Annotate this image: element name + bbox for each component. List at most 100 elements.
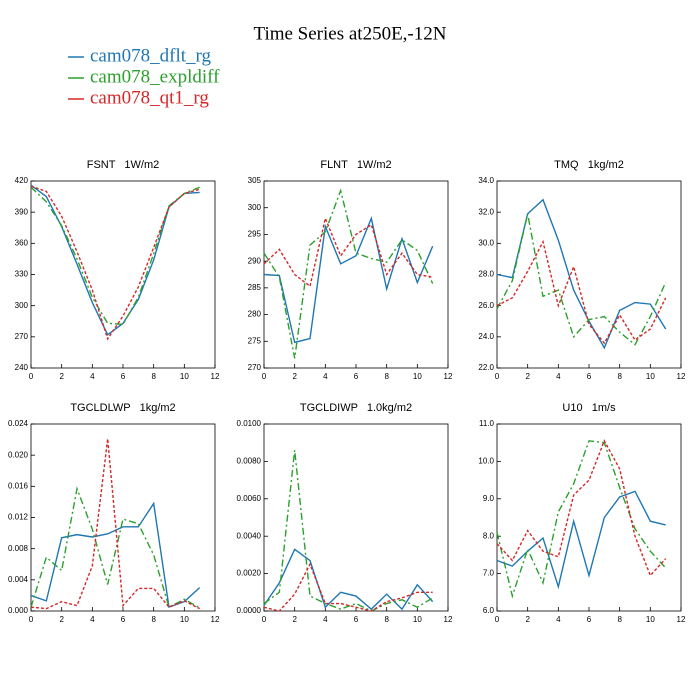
series-line: [496, 198, 667, 350]
x-tick-label: 6: [354, 372, 359, 381]
plot-frame: [496, 423, 682, 612]
x-tick-label: 12: [444, 372, 453, 381]
plot-frame: [30, 180, 216, 369]
y-tick-label: 305: [248, 176, 262, 185]
x-tick-label: 2: [59, 615, 64, 624]
y-tick-label: 0.0080: [237, 457, 262, 466]
series-line: [30, 438, 200, 610]
series-line: [496, 439, 667, 577]
plot-frame: [496, 180, 682, 369]
x-tick-label: 8: [151, 615, 156, 624]
x-tick-label: 8: [384, 372, 389, 381]
x-tick-label: 10: [646, 372, 655, 381]
plot-title: TGCLDIWP 1.0kg/m2: [300, 402, 412, 414]
y-tick-label: 0.0000: [237, 606, 262, 615]
y-tick-label: 330: [15, 270, 29, 279]
x-tick-label: 4: [90, 372, 95, 381]
x-tick-label: 12: [211, 615, 220, 624]
plot-frame: [263, 423, 449, 612]
series-line: [496, 490, 666, 590]
series-line: [263, 548, 434, 611]
x-tick-label: 8: [617, 615, 622, 624]
series-line: [263, 216, 433, 288]
x-tick-label: 12: [211, 372, 220, 381]
x-tick-label: 0: [495, 372, 500, 381]
y-tick-label: 275: [248, 336, 262, 345]
x-tick-label: 8: [151, 372, 156, 381]
y-tick-label: 240: [15, 363, 29, 372]
x-tick-label: 6: [587, 372, 592, 381]
x-tick-label: 4: [556, 615, 561, 624]
y-tick-label: 34.0: [478, 176, 494, 185]
y-tick-label: 11.0: [479, 419, 495, 428]
y-tick-label: 420: [15, 176, 29, 185]
x-tick-label: 0: [262, 615, 267, 624]
y-tick-label: 270: [15, 332, 29, 341]
legend-label: cam078_qt1_rg: [90, 87, 209, 108]
x-tick-label: 4: [323, 372, 328, 381]
figure-title: Time Series at250E,-12N: [254, 23, 447, 44]
x-tick-label: 6: [354, 615, 359, 624]
x-tick-label: 10: [180, 615, 189, 624]
y-tick-label: 280: [248, 310, 262, 319]
x-tick-label: 4: [323, 615, 328, 624]
x-tick-label: 6: [587, 615, 592, 624]
plot-frame: [30, 423, 216, 612]
x-tick-label: 0: [262, 372, 267, 381]
y-tick-label: 24.0: [478, 332, 494, 341]
series-line: [496, 239, 667, 345]
y-tick-label: 270: [248, 363, 262, 372]
x-tick-label: 0: [29, 615, 34, 624]
y-tick-label: 300: [248, 203, 262, 212]
y-tick-label: 300: [15, 301, 29, 310]
x-tick-label: 4: [90, 615, 95, 624]
x-tick-label: 2: [525, 615, 530, 624]
x-tick-label: 6: [121, 615, 126, 624]
series-line: [263, 562, 433, 612]
y-tick-label: 0.024: [8, 419, 29, 428]
series-line: [496, 213, 667, 346]
y-tick-label: 30.0: [478, 238, 494, 247]
y-tick-label: 295: [248, 230, 262, 239]
y-tick-label: 360: [15, 238, 29, 247]
y-tick-label: 8.0: [483, 531, 495, 540]
plot-title: TMQ 1kg/m2: [554, 159, 624, 171]
x-tick-label: 8: [384, 615, 389, 624]
x-tick-label: 0: [495, 615, 500, 624]
y-tick-label: 290: [248, 256, 262, 265]
y-tick-label: 0.0100: [237, 419, 262, 428]
x-tick-label: 2: [292, 372, 297, 381]
x-tick-label: 10: [413, 372, 422, 381]
y-tick-label: 0.020: [8, 450, 29, 459]
plot-title: FSNT 1W/m2: [87, 159, 160, 171]
x-tick-label: 10: [180, 372, 189, 381]
y-tick-label: 390: [15, 207, 29, 216]
x-tick-label: 2: [59, 372, 64, 381]
legend-label: cam078_expldiff: [90, 66, 220, 87]
series-line: [30, 486, 201, 609]
y-tick-label: 0.008: [8, 544, 29, 553]
series-line: [263, 216, 434, 344]
series-line: [496, 440, 667, 599]
x-tick-label: 2: [292, 615, 297, 624]
y-tick-label: 0.000: [8, 606, 29, 615]
x-tick-label: 10: [413, 615, 422, 624]
y-tick-label: 0.012: [8, 513, 29, 522]
y-tick-label: 22.0: [478, 363, 494, 372]
x-tick-label: 6: [121, 372, 126, 381]
y-tick-label: 9.0: [483, 494, 495, 503]
y-tick-label: 0.004: [8, 575, 29, 584]
y-tick-label: 7.0: [483, 569, 495, 578]
series-line: [263, 188, 434, 359]
y-tick-label: 0.0020: [237, 569, 262, 578]
y-tick-label: 10.0: [478, 457, 494, 466]
y-tick-label: 6.0: [483, 606, 495, 615]
y-tick-label: 0.0060: [237, 494, 262, 503]
y-tick-label: 285: [248, 283, 262, 292]
series-line: [30, 185, 200, 341]
y-tick-label: 0.016: [8, 481, 29, 490]
x-tick-label: 4: [556, 372, 561, 381]
x-tick-label: 2: [525, 372, 530, 381]
x-tick-label: 12: [444, 615, 453, 624]
